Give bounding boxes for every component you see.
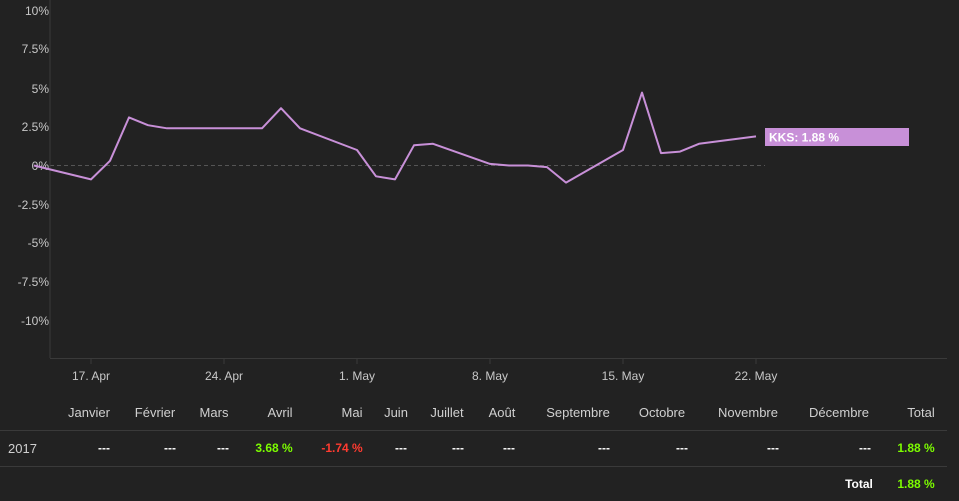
month-value: --- — [395, 441, 407, 455]
month-value: --- — [598, 441, 610, 455]
total-label: Total — [845, 477, 873, 491]
tooltip-background — [765, 128, 909, 146]
month-header: Février — [134, 405, 176, 420]
month-header: Novembre — [718, 405, 778, 420]
y-tick-label: 2.5% — [22, 120, 50, 134]
kks-series-line — [33, 91, 757, 184]
month-value: --- — [503, 441, 515, 455]
x-tick-label: 8. May — [472, 369, 508, 383]
grand-total-value: 1.88 % — [897, 477, 935, 491]
y-tick-label: 5% — [32, 82, 50, 96]
month-header: Août — [488, 405, 516, 420]
x-tick-label: 15. May — [602, 369, 645, 383]
month-value: --- — [217, 441, 229, 455]
performance-chart: 10% 7.5% 5% 2.5% 0% -2.5% -5% -7.5% -10%… — [18, 0, 947, 383]
month-header: Juin — [384, 405, 408, 420]
month-value: 3.68 % — [255, 441, 293, 455]
y-tick-label: -10% — [21, 314, 49, 328]
x-tick-label: 1. May — [339, 369, 375, 383]
month-value: --- — [164, 441, 176, 455]
row-separator — [0, 466, 947, 467]
series-tooltip: KKS: 1.88 % — [765, 128, 909, 146]
month-header: Juillet — [430, 405, 464, 420]
month-value: --- — [452, 441, 464, 455]
months-header-row: Janvier Février Mars Avril Mai Juin Juil… — [0, 392, 959, 432]
month-value: --- — [859, 441, 871, 455]
x-tick-label: 22. May — [735, 369, 778, 383]
month-header: Janvier — [68, 405, 110, 420]
month-value: -1.74 % — [321, 441, 363, 455]
row-separator — [0, 430, 947, 431]
y-tick-label: -7.5% — [18, 275, 50, 289]
month-header: Octobre — [638, 405, 686, 420]
month-header: Total — [907, 405, 935, 420]
month-header: Décembre — [809, 405, 869, 420]
month-header: Avril — [267, 405, 293, 420]
year-label: 2017 — [8, 441, 37, 456]
y-tick-label: 10% — [25, 4, 49, 18]
month-header: Mai — [341, 405, 363, 420]
month-value: --- — [98, 441, 110, 455]
month-value: --- — [676, 441, 688, 455]
x-tick-label: 17. Apr — [72, 369, 110, 383]
month-header: Mars — [199, 405, 229, 420]
monthly-performance-table: Janvier Février Mars Avril Mai Juin Juil… — [0, 392, 959, 501]
table-row: 2017 --- --- --- 3.68 % -1.74 % --- --- … — [0, 431, 959, 467]
tooltip-text: KKS: 1.88 % — [769, 131, 839, 145]
y-tick-label: 0% — [32, 159, 50, 173]
y-tick-label: 7.5% — [22, 42, 50, 56]
x-ticks: 17. Apr 24. Apr 1. May 8. May 15. May 22… — [72, 358, 777, 383]
grand-total-row: Total 1.88 % — [0, 467, 959, 501]
month-value: --- — [767, 441, 779, 455]
y-tick-label: -5% — [28, 236, 50, 250]
y-tick-label: -2.5% — [18, 198, 50, 212]
year-total-value: 1.88 % — [897, 441, 935, 455]
y-ticks: 10% 7.5% 5% 2.5% 0% -2.5% -5% -7.5% -10% — [18, 4, 50, 328]
x-tick-label: 24. Apr — [205, 369, 243, 383]
month-header: Septembre — [546, 405, 610, 420]
